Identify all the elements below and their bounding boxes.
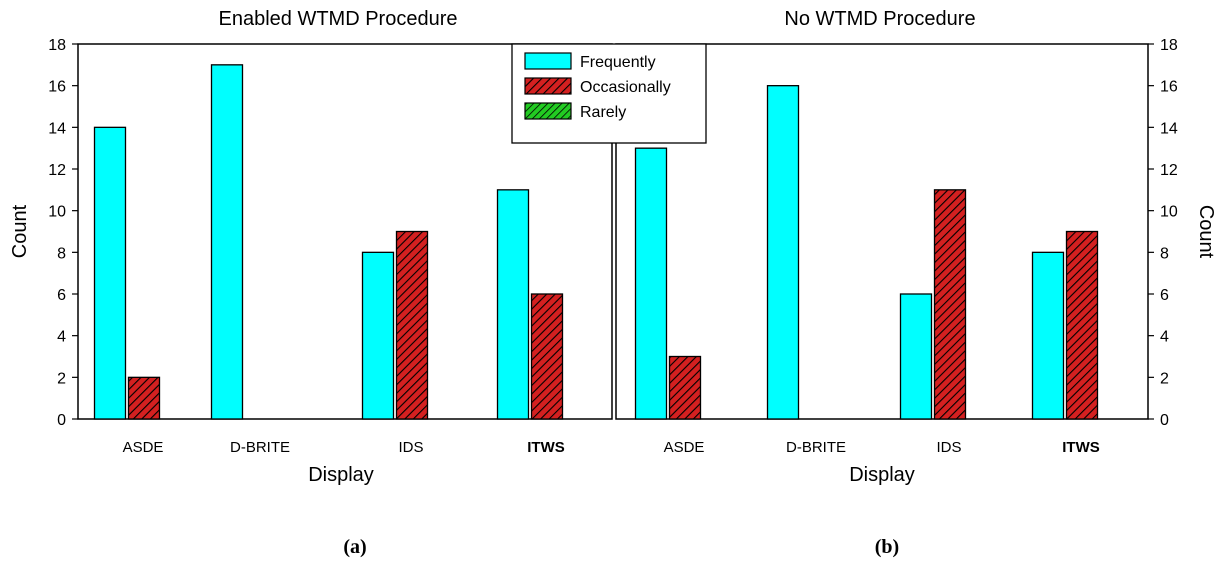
y-tick-label: 18: [48, 37, 66, 54]
legend-label-frequently: Frequently: [580, 54, 656, 71]
panel-b-chart: No WTMD Procedure 0 2 4 6 8 10 12 14 16 18 Count ASD…: [615, 8, 1217, 486]
chart-title: No WTMD Procedure: [784, 8, 975, 30]
caption-b: (b): [874, 536, 900, 558]
legend: Frequently Occasionally Rarely: [511, 43, 707, 144]
legend-swatch-frequently: [524, 52, 572, 70]
legend-label-occasionally: Occasionally: [580, 79, 671, 96]
x-tick-label: ITWS: [527, 439, 565, 456]
bar-frequently-ids: [361, 251, 395, 420]
plot-frame: [615, 43, 1149, 420]
bar-occasionally-itws: [530, 293, 564, 420]
bar-frequently-asde: [634, 147, 668, 420]
bar-occasionally-asde: [668, 355, 702, 420]
y-tick-label: 10: [1160, 204, 1178, 221]
y-tick-label: 10: [48, 204, 66, 221]
y-tick-label: 4: [1160, 329, 1169, 346]
y-tick-label: 0: [57, 412, 66, 429]
x-tick-label: ITWS: [1062, 439, 1100, 456]
y-tick-label: 6: [57, 287, 66, 304]
y-tick-label: 4: [57, 329, 66, 346]
y-tick-label: 14: [1160, 120, 1178, 137]
y-axis-label: Count: [1195, 205, 1217, 259]
y-tick-label: 6: [1160, 287, 1169, 304]
x-tick-label: ASDE: [664, 439, 705, 456]
x-tick-label: D-BRITE: [230, 439, 290, 456]
y-tick-label: 18: [1160, 37, 1178, 54]
y-tick-label: 12: [48, 162, 66, 179]
y-tick-label: 2: [1160, 370, 1169, 387]
bar-occasionally-asde: [127, 376, 161, 420]
bar-occasionally-itws: [1065, 230, 1099, 420]
x-axis-label: Display: [849, 464, 915, 486]
y-tick-label: 16: [48, 79, 66, 96]
chart-title: Enabled WTMD Procedure: [219, 8, 458, 30]
y-axis-label: Count: [9, 204, 31, 258]
bar-occasionally-ids: [395, 230, 429, 420]
x-tick-label: IDS: [398, 439, 423, 456]
y-tick-label: 12: [1160, 162, 1178, 179]
caption-a: (a): [343, 536, 367, 558]
bar-frequently-d-brite: [210, 64, 244, 420]
y-tick-label: 14: [48, 120, 66, 137]
x-axis-label: Display: [308, 464, 374, 486]
y-tick-label: 16: [1160, 79, 1178, 96]
x-tick-label: IDS: [936, 439, 961, 456]
y-tick-label: 2: [57, 370, 66, 387]
x-tick-label: D-BRITE: [786, 439, 846, 456]
y-tick-label: 8: [57, 245, 66, 262]
plot-frame: [77, 43, 613, 420]
panel-a-chart: Enabled WTMD Procedure 0 2 4 6 8 10 12 14 16 18 Cou…: [9, 8, 613, 486]
y-tick-label: 0: [1160, 412, 1169, 429]
bar-frequently-d-brite: [766, 85, 800, 420]
legend-swatch-rarely: [524, 102, 572, 120]
bar-occasionally-ids: [933, 189, 967, 420]
x-tick-label: ASDE: [123, 439, 164, 456]
bar-frequently-asde: [93, 126, 127, 420]
legend-swatch-occasionally: [524, 77, 572, 95]
bar-frequently-itws: [1031, 251, 1065, 420]
bar-frequently-itws: [496, 189, 530, 420]
y-tick-label: 8: [1160, 245, 1169, 262]
legend-label-rarely: Rarely: [580, 104, 626, 121]
bar-frequently-ids: [899, 293, 933, 420]
